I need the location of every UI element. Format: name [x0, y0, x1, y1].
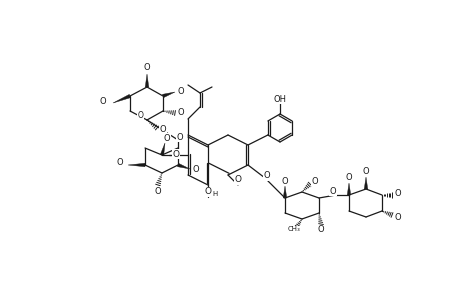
Text: O: O	[234, 176, 241, 184]
Polygon shape	[283, 186, 286, 198]
Text: O: O	[317, 226, 324, 235]
Text: O: O	[281, 176, 288, 185]
Text: O: O	[394, 188, 400, 197]
Text: O: O	[345, 173, 352, 182]
Text: O: O	[176, 133, 183, 142]
Text: O: O	[192, 164, 199, 173]
Text: O: O	[263, 172, 270, 181]
Polygon shape	[347, 183, 350, 195]
Text: OH: OH	[273, 94, 286, 103]
Text: O: O	[100, 97, 106, 106]
Text: O: O	[204, 188, 211, 196]
Text: O: O	[159, 124, 166, 134]
Polygon shape	[160, 143, 165, 155]
Text: O: O	[163, 134, 170, 142]
Text: O: O	[177, 107, 184, 116]
Text: O: O	[362, 167, 369, 176]
Polygon shape	[162, 92, 174, 98]
Text: CH₃: CH₃	[287, 226, 300, 232]
Polygon shape	[113, 94, 130, 103]
Text: O: O	[117, 158, 123, 166]
Text: O: O	[394, 212, 400, 221]
Text: H: H	[212, 191, 217, 197]
Polygon shape	[145, 74, 148, 87]
Polygon shape	[177, 163, 190, 169]
Text: O: O	[137, 111, 143, 120]
Text: O: O	[177, 86, 184, 95]
Text: O: O	[154, 187, 161, 196]
Polygon shape	[128, 163, 145, 167]
Text: O: O	[329, 187, 336, 196]
Polygon shape	[364, 177, 367, 189]
Text: O: O	[172, 149, 179, 158]
Text: O: O	[143, 62, 150, 71]
Text: O: O	[311, 176, 318, 185]
